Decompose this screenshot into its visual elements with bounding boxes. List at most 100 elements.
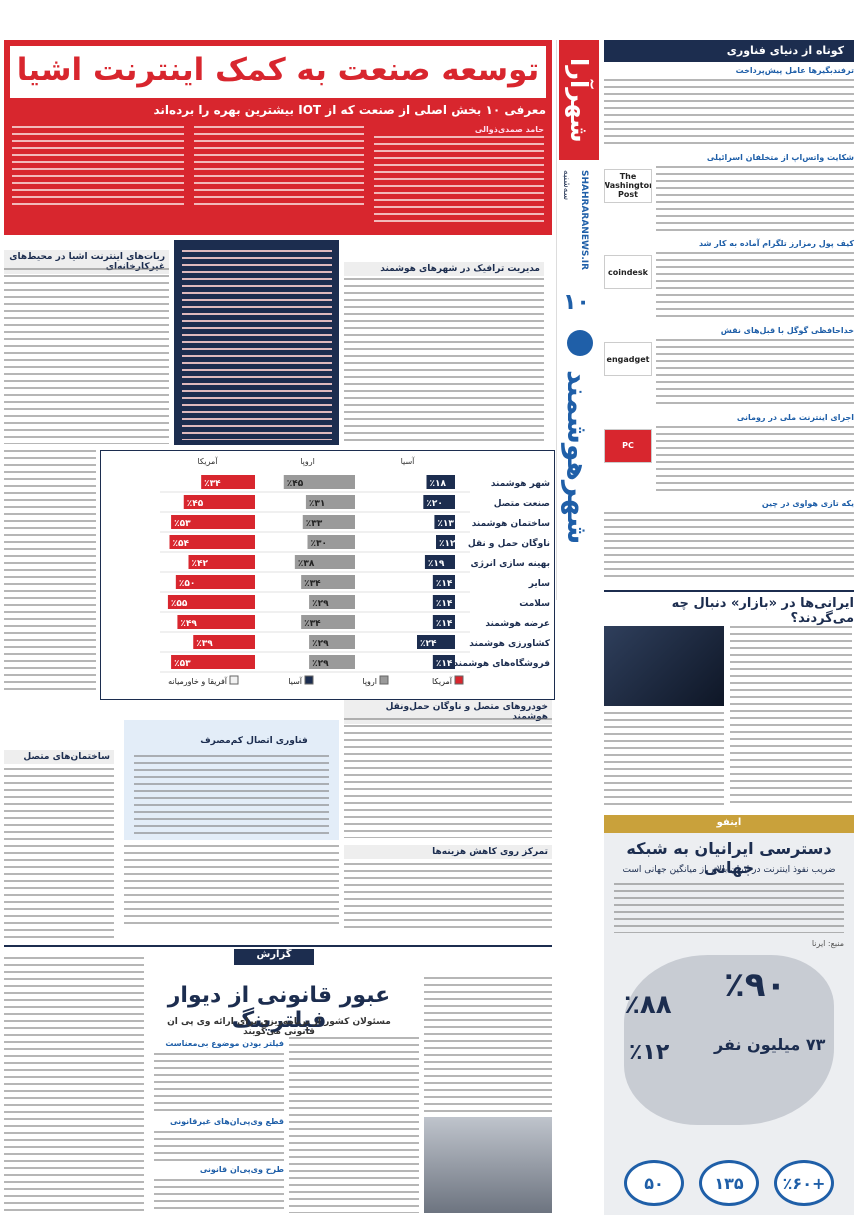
logo: شهرآرا [559, 40, 599, 160]
bar [169, 535, 255, 549]
category-label: شهر هوشمند [491, 479, 550, 489]
bar [175, 575, 255, 589]
item-title: ترفندبگیرها عامل پیش‌پرداخت [735, 66, 854, 75]
bar [301, 575, 355, 589]
text [344, 718, 552, 838]
report-kicker: گزارش [234, 949, 314, 965]
category-label: صنعت متصل [494, 499, 550, 509]
value-label: ٪۲۰ [426, 499, 442, 509]
byline: حامد صمدی‌ذوالی [474, 125, 544, 134]
text [614, 883, 844, 933]
value-label: ٪۳۸ [298, 559, 315, 569]
bazaar-title: ایرانی‌ها در «بازار» دنبال چه می‌گردند؟ [671, 596, 854, 626]
chart: شهر هوشمند صنعت متصل ساختمان هوشمند ناوگان … [100, 450, 555, 700]
value-label: ٪۳۴ [304, 579, 321, 589]
text [424, 977, 552, 1112]
value-label: ٪۱۴ [436, 599, 453, 609]
stat-circle: +٪۶۰ [774, 1160, 834, 1206]
value-label: ٪۲۹ [312, 599, 329, 609]
bar [283, 475, 355, 489]
bar [201, 475, 255, 489]
item-title: کیف پول رمزارز تلگرام آماده به کار شد [698, 239, 854, 249]
text [604, 712, 724, 806]
text [4, 768, 114, 938]
value-label: ٪۵۴ [173, 539, 190, 549]
bar [183, 495, 255, 509]
legend-label: آمریکا [432, 676, 453, 686]
text [154, 1053, 284, 1113]
info-title: دسترسی ایرانیان به شبکه جهانی [626, 839, 832, 877]
value-label: ٪۳۳ [306, 519, 323, 529]
bar [434, 515, 455, 529]
value-label: ٪۱۸ [430, 479, 447, 489]
text [182, 250, 332, 440]
item-title: اجرای اینترنت ملی در رومانی [736, 412, 854, 422]
info-subtitle: ضریب نفوذ اینترنت در ایران بالاتر از میا… [622, 865, 836, 875]
bar [188, 555, 255, 569]
legend-swatch [229, 675, 239, 685]
stat: ٪۸۸ [624, 990, 672, 1020]
category-label: عرضه هوشمند [485, 619, 550, 629]
report-subtitle: مسئولان کشور از برنامه‌ریزی برای ارائه و… [167, 1017, 391, 1037]
bar [167, 595, 255, 609]
bar [424, 555, 455, 569]
bar [307, 535, 355, 549]
section-heading: فناوری اتصال کم‌مصرف [200, 736, 308, 746]
value-label: ٪۵۳ [174, 519, 191, 529]
section-heading: مدیریت ترافیک در شهرهای هوشمند [344, 262, 544, 276]
headline-block: توسعه صنعت به کمک اینترنت اشیا معرفی ۱۰ … [4, 40, 552, 235]
category-label: فروشگاه‌های هوشمند [453, 657, 550, 669]
bazaar: ایرانی‌ها در «بازار» دنبال چه می‌گردند؟ [604, 590, 854, 810]
bar [432, 655, 455, 669]
panel-header: آسیا [401, 456, 416, 466]
page-number: ۱۰ [563, 290, 590, 315]
bar [171, 655, 255, 669]
legend-swatch [454, 675, 464, 685]
legend-label: آسیا [288, 676, 303, 686]
value-label: ٪۳۴ [204, 479, 221, 489]
value-label: ٪۵۵ [171, 599, 188, 609]
text [344, 863, 552, 928]
text [154, 1131, 284, 1161]
category-label: سلامت [519, 599, 550, 609]
value-label: ٪۳۱ [309, 499, 325, 509]
value-label: ٪۱۹ [428, 559, 445, 569]
bar [294, 555, 355, 569]
item-text [604, 512, 854, 579]
legend-label: اروپا [362, 677, 377, 686]
bar [309, 655, 355, 669]
value-label: ٪۴۵ [187, 499, 204, 509]
text [289, 1037, 419, 1213]
bar [309, 635, 355, 649]
day: سه‌شنبه [561, 170, 571, 201]
bar [177, 615, 255, 629]
text [134, 755, 329, 837]
text [12, 126, 184, 206]
report-title: عبور قانونی از دیوار فیلترینگ [167, 983, 391, 1033]
body-upper: مدیریت ترافیک در شهرهای هوشمند ربات‌های … [4, 240, 552, 445]
bar [426, 475, 455, 489]
value-label: ٪۱۳ [437, 519, 454, 529]
item-logo: coindesk [604, 255, 652, 290]
photo [604, 626, 724, 706]
value-label: ٪۴۵ [287, 479, 304, 489]
bar [309, 595, 355, 609]
site: SHAHRARANEWS.IR [579, 170, 589, 271]
item-text [604, 79, 854, 146]
stat-circle: ۵۰ [624, 1160, 684, 1206]
item-title: خداحافظی گوگل با قبل‌های نقش [720, 326, 854, 335]
bar [302, 515, 355, 529]
text [154, 1179, 284, 1213]
bar [171, 515, 255, 529]
item-logo: engadget [604, 342, 652, 376]
masthead: شهرآرا سه‌شنبه SHAHRARANEWS.IR ۱۰ شهرهوش… [556, 40, 600, 600]
text [344, 278, 544, 444]
item-logo: The Washington Post [604, 168, 652, 203]
panel-header: آمریکا [197, 456, 218, 466]
info-kicker: اینفو [604, 815, 854, 833]
info-source: منبع: ایرنا [811, 939, 844, 948]
photo [424, 1117, 552, 1213]
body-lower: خودروهای متصل و ناوگان حمل‌ونقل هوشمند ف… [4, 700, 552, 938]
icon [567, 330, 593, 356]
bar [432, 615, 455, 629]
